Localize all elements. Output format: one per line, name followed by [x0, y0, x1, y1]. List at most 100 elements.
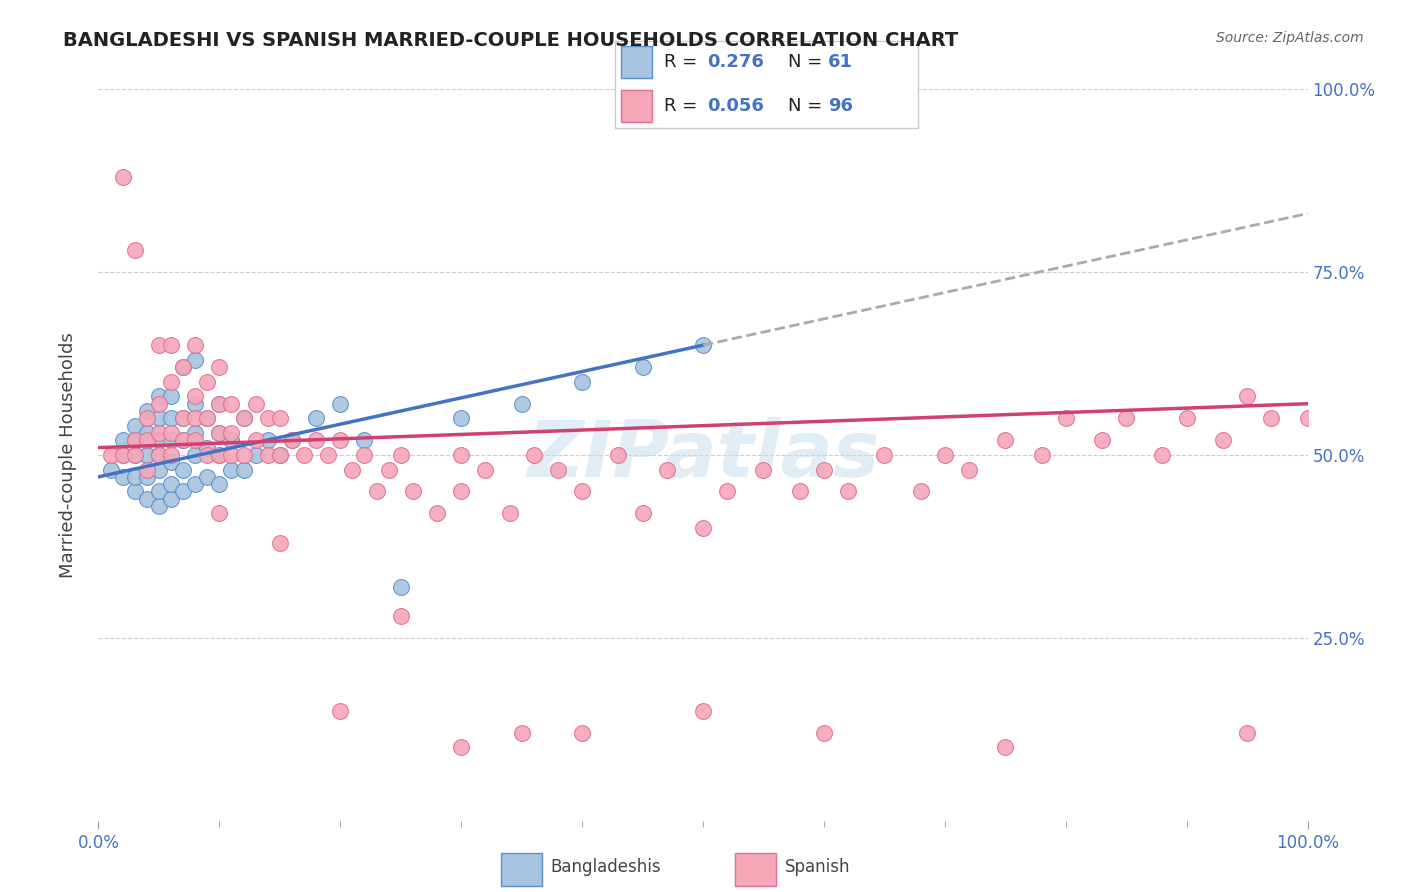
Point	[160, 425, 183, 440]
Point	[172, 360, 194, 375]
Point	[692, 704, 714, 718]
Point	[172, 360, 194, 375]
Point	[148, 448, 170, 462]
Point	[208, 425, 231, 440]
Point	[124, 434, 146, 448]
FancyBboxPatch shape	[614, 41, 918, 128]
Point	[160, 389, 183, 403]
Point	[208, 425, 231, 440]
Point	[994, 434, 1017, 448]
Point	[135, 434, 157, 448]
Point	[184, 397, 207, 411]
Text: Source: ZipAtlas.com: Source: ZipAtlas.com	[1216, 31, 1364, 45]
Point	[135, 448, 157, 462]
Point	[523, 448, 546, 462]
Point	[184, 338, 207, 352]
Point	[124, 448, 146, 462]
Point	[1115, 411, 1137, 425]
Point	[510, 397, 533, 411]
Point	[281, 434, 304, 448]
Point	[837, 484, 859, 499]
Point	[245, 448, 267, 462]
Point	[1260, 411, 1282, 425]
Point	[1175, 411, 1198, 425]
Point	[692, 521, 714, 535]
Point	[184, 477, 207, 491]
Point	[135, 470, 157, 484]
Point	[789, 484, 811, 499]
Point	[148, 462, 170, 476]
Point	[571, 375, 593, 389]
Point	[389, 608, 412, 623]
Point	[208, 397, 231, 411]
Point	[269, 448, 291, 462]
Y-axis label: Married-couple Households: Married-couple Households	[59, 332, 77, 578]
Point	[111, 470, 134, 484]
Text: Spanish: Spanish	[785, 858, 851, 877]
Point	[160, 477, 183, 491]
Point	[184, 411, 207, 425]
Point	[353, 448, 375, 462]
Point	[329, 704, 352, 718]
Point	[813, 726, 835, 740]
Point	[389, 448, 412, 462]
Point	[195, 411, 218, 425]
Point	[305, 411, 328, 425]
Point	[208, 448, 231, 462]
Point	[450, 448, 472, 462]
Point	[910, 484, 932, 499]
Point	[148, 434, 170, 448]
Point	[655, 462, 678, 476]
Point	[111, 434, 134, 448]
Point	[934, 448, 956, 462]
Point	[184, 448, 207, 462]
Point	[957, 462, 980, 476]
Point	[160, 491, 183, 506]
Point	[450, 740, 472, 755]
Point	[547, 462, 569, 476]
Point	[208, 397, 231, 411]
Point	[316, 448, 339, 462]
Point	[1031, 448, 1053, 462]
Point	[1212, 434, 1234, 448]
Point	[172, 434, 194, 448]
Point	[111, 448, 134, 462]
Point	[221, 448, 243, 462]
Point	[184, 425, 207, 440]
Point	[245, 397, 267, 411]
Point	[221, 397, 243, 411]
Point	[571, 484, 593, 499]
Point	[172, 484, 194, 499]
Point	[148, 484, 170, 499]
Text: N =: N =	[787, 54, 828, 71]
Point	[160, 411, 183, 425]
Point	[160, 434, 183, 448]
Point	[245, 434, 267, 448]
Point	[160, 448, 183, 462]
Point	[195, 441, 218, 455]
Point	[1054, 411, 1077, 425]
Point	[172, 411, 194, 425]
Point	[111, 448, 134, 462]
Point	[124, 243, 146, 257]
Point	[135, 425, 157, 440]
Point	[873, 448, 896, 462]
Point	[631, 507, 654, 521]
Point	[269, 411, 291, 425]
Point	[148, 425, 170, 440]
Point	[716, 484, 738, 499]
Point	[402, 484, 425, 499]
Point	[135, 411, 157, 425]
Point	[124, 448, 146, 462]
Point	[232, 411, 254, 425]
Point	[172, 462, 194, 476]
Point	[752, 462, 775, 476]
Point	[208, 477, 231, 491]
Point	[148, 389, 170, 403]
Text: BANGLADESHI VS SPANISH MARRIED-COUPLE HOUSEHOLDS CORRELATION CHART: BANGLADESHI VS SPANISH MARRIED-COUPLE HO…	[63, 31, 959, 50]
Point	[305, 434, 328, 448]
Point	[221, 425, 243, 440]
Point	[994, 740, 1017, 755]
Point	[1236, 726, 1258, 740]
Point	[184, 352, 207, 367]
